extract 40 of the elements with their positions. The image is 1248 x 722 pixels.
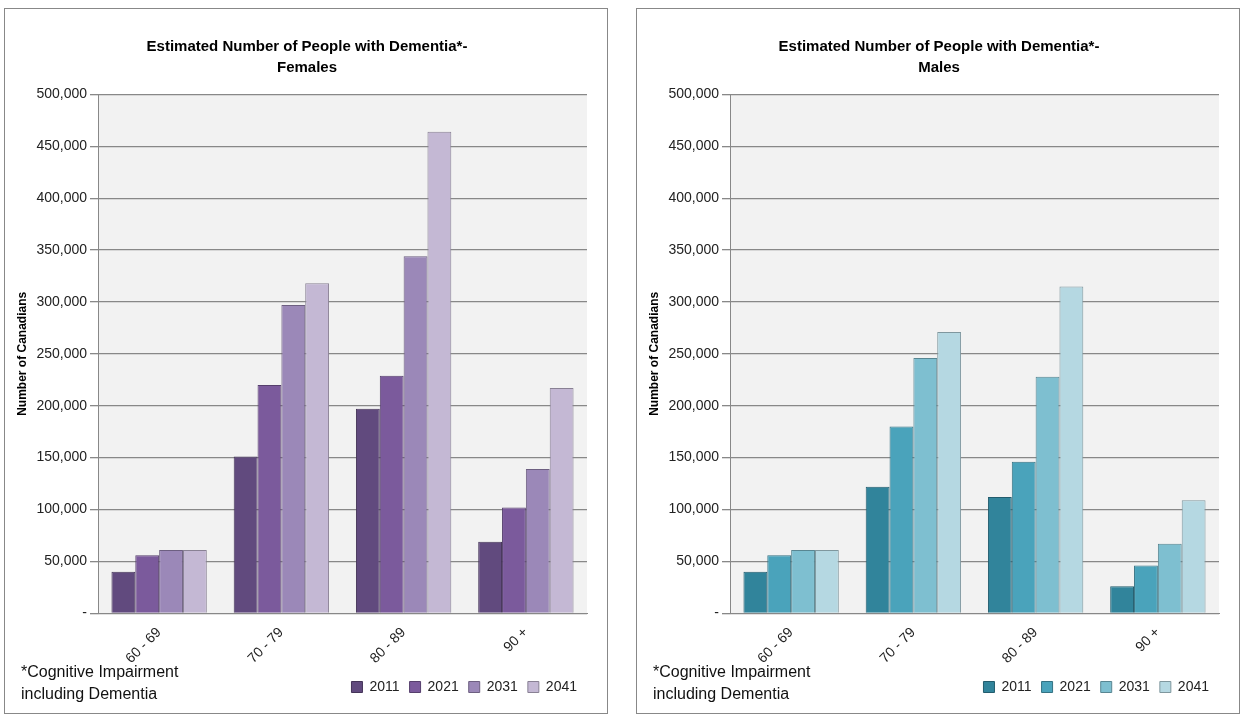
y-tick-label: 350,000 — [668, 240, 720, 257]
x-tick-label: 80 - 89 — [998, 623, 1041, 666]
y-tick-label: 500,000 — [36, 85, 88, 102]
y-axis-title: Number of Canadians — [646, 291, 661, 416]
y-tick-label: 300,000 — [36, 292, 88, 309]
legend-label: 2041 — [545, 677, 578, 694]
y-tick-label: 250,000 — [668, 344, 720, 361]
y-tick-label: - — [714, 604, 720, 621]
y-tick-label: 250,000 — [36, 344, 88, 361]
y-tick-label: 300,000 — [668, 292, 720, 309]
x-tick-label: 80 - 89 — [366, 623, 409, 666]
y-tick-label: 50,000 — [676, 552, 720, 569]
legend-label: 2031 — [486, 677, 519, 694]
x-tick-label: 70 - 79 — [876, 623, 919, 666]
x-tick-label: 90 + — [1131, 623, 1163, 655]
legend-label: 2021 — [1059, 677, 1091, 694]
y-tick-label: 450,000 — [668, 137, 720, 154]
y-tick-label: 100,000 — [668, 500, 720, 517]
legend-label: 2021 — [427, 677, 459, 694]
y-tick-label: 200,000 — [668, 396, 720, 413]
x-tick-label: 70 - 79 — [244, 623, 287, 666]
y-tick-label: 150,000 — [668, 448, 720, 465]
y-tick-label: 450,000 — [36, 137, 88, 154]
chart-title: Estimated Number of People with Dementia*- Females — [145, 36, 469, 77]
y-tick-label: 200,000 — [36, 396, 88, 413]
legend-label: 2031 — [1118, 677, 1151, 694]
y-tick-label: - — [82, 604, 88, 621]
y-tick-label: 350,000 — [36, 240, 88, 257]
y-tick-label: 50,000 — [44, 552, 88, 569]
y-tick-label: 400,000 — [36, 189, 88, 206]
legend-label: 2041 — [1177, 677, 1210, 694]
chart-title: Estimated Number of People with Dementia*- Males — [777, 36, 1101, 77]
x-tick-label: 90 + — [499, 623, 531, 655]
legend-label: 2011 — [369, 677, 400, 694]
y-tick-label: 500,000 — [668, 85, 720, 102]
y-axis-title: Number of Canadians — [14, 291, 29, 416]
y-tick-label: 150,000 — [36, 448, 88, 465]
y-tick-label: 400,000 — [668, 189, 720, 206]
legend-label: 2011 — [1001, 677, 1032, 694]
y-tick-label: 100,000 — [36, 500, 88, 517]
